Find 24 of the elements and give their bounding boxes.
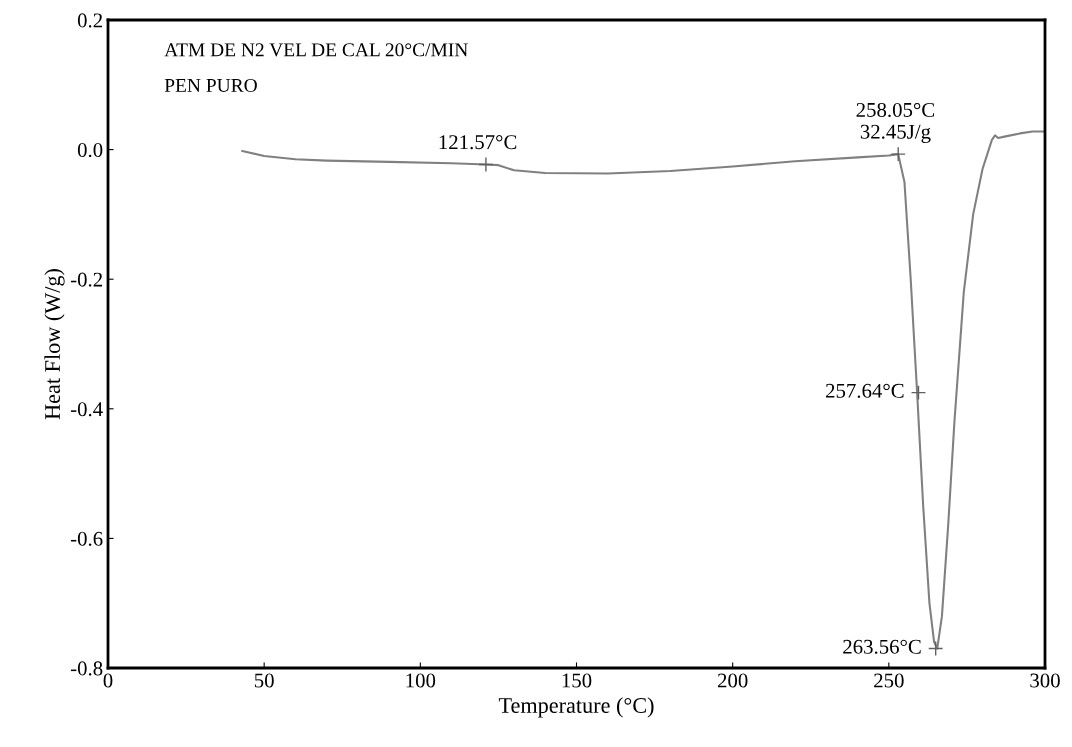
annotation: ATM DE N2 VEL DE CAL 20°C/MIN [164,43,468,57]
point [478,156,494,173]
point [890,146,906,162]
annotation: 263.56°C [843,639,921,654]
y-tick-label: -0.6 [70,531,103,546]
annotation: PEN PURO [164,78,257,92]
annotation: 121.57°C [439,135,517,150]
annotation: 258.05°C 32.45J/g [856,102,935,144]
y-tick-label: -0.4 [70,402,103,417]
y-tick-label: -0.8 [70,661,103,676]
x-tick-label: 0 [103,673,113,688]
y-tick-label: 0.0 [77,142,103,158]
y-tick-label: -0.2 [70,272,102,287]
x-tick-label: 250 [874,673,904,688]
point [928,640,944,657]
y-axis-title: Heat Flow (W/g) [44,269,65,420]
x-tick-label: 300 [1030,673,1060,688]
x-axis-title: Temperature (°C) [498,697,654,718]
x-tick-label: 150 [562,673,592,688]
x-tick-label: 50 [254,673,274,688]
x-tick-label: 200 [717,673,748,688]
x-tick-label: 100 [406,673,436,688]
y-tick-label: 0.2 [77,13,102,28]
annotation: 257.64°C [826,383,904,398]
